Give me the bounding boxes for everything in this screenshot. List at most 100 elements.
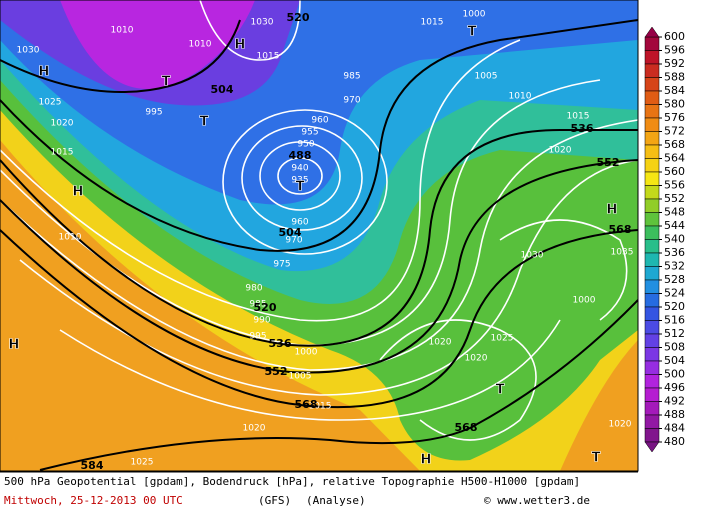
colorbar-cell (644, 63, 660, 78)
colorbar-tick-label: 480 (664, 435, 685, 448)
colorbar-cell (644, 36, 660, 51)
caption-line: 500 hPa Geopotential [gpdam], Bodendruck… (4, 475, 580, 488)
colorbar-tick-label: 548 (664, 206, 685, 219)
colorbar-cell (644, 374, 660, 389)
colorbar: 6005965925885845805765725685645605565525… (644, 26, 685, 453)
isobar-label: 980 (245, 284, 262, 294)
pressure-symbol: H (73, 185, 84, 200)
isobar-label: 935 (291, 176, 308, 186)
geopotential-label: 520 (287, 11, 310, 24)
isobar-label: 960 (291, 218, 308, 228)
isobar-label: 1015 (567, 112, 590, 122)
colorbar-cell (644, 387, 660, 402)
isobar-label: 1020 (465, 354, 488, 364)
colorbar-cell (644, 158, 660, 173)
isobar-label: 1015 (309, 402, 332, 412)
isobar-label: 1035 (611, 248, 634, 258)
geopotential-label: 520 (254, 301, 277, 314)
isobar-label: 1010 (59, 233, 82, 243)
geopotential-label: 504 (211, 83, 234, 96)
colorbar-tick-label: 556 (664, 179, 685, 192)
colorbar-cell (644, 171, 660, 186)
geopotential-label: 552 (265, 365, 288, 378)
colorbar-tick-label: 500 (664, 368, 685, 381)
colorbar-tick-label: 600 (664, 30, 685, 43)
colorbar-tick-label: 588 (664, 71, 685, 84)
isobar-label: 995 (145, 108, 162, 118)
geopotential-label: 536 (571, 122, 594, 135)
isobar-label: 1025 (491, 334, 514, 344)
geopotential-label: 536 (269, 337, 292, 350)
isobar-label: 1000 (463, 10, 486, 20)
isobars (0, 0, 638, 441)
colorbar-tick-label: 536 (664, 246, 685, 259)
colorbar-cell (644, 414, 660, 429)
colorbar-cell (644, 131, 660, 146)
colorbar-cell (644, 198, 660, 213)
isobar-label: 1000 (573, 296, 596, 306)
geopotential-label: 504 (279, 226, 302, 239)
colorbar-cell (644, 320, 660, 335)
isobar-label: 1010 (509, 92, 532, 102)
isobar-label: 1020 (243, 424, 266, 434)
colorbar-tick-label: 524 (664, 287, 685, 300)
isobar-label: 1025 (131, 458, 154, 468)
isobar-label: 975 (273, 260, 290, 270)
colorbar-tick-label: 540 (664, 233, 685, 246)
pressure-symbol: T (162, 75, 171, 90)
colorbar-cell (644, 90, 660, 105)
colorbar-cell (644, 279, 660, 294)
isobar-label: 940 (291, 164, 308, 174)
colorbar-cell (644, 77, 660, 92)
geopotential-label: 568 (609, 223, 632, 236)
colorbar-cell (644, 144, 660, 159)
pressure-symbol: H (9, 338, 20, 353)
geopotential-label: 584 (81, 459, 104, 472)
colorbar-tick-label: 576 (664, 111, 685, 124)
pressure-symbol: T (496, 383, 505, 398)
colorbar-cell (644, 225, 660, 240)
isobar-label: 1015 (51, 148, 74, 158)
geopotential-label: 552 (597, 156, 620, 169)
isobar-label: 1005 (289, 372, 312, 382)
isobar-label: 1020 (549, 146, 572, 156)
isobar-label: 995 (249, 332, 266, 342)
colorbar-tick-label: 596 (664, 44, 685, 57)
geopotential-label: 488 (289, 149, 312, 162)
caption-date: Mittwoch, 25-12-2013 00 UTC (4, 494, 183, 507)
colorbar-tick-label: 580 (664, 98, 685, 111)
isobar-label: 1000 (295, 348, 318, 358)
colorbar-tick-label: 532 (664, 260, 685, 273)
pressure-symbol: T (592, 451, 601, 466)
colorbar-tick-label: 488 (664, 408, 685, 421)
colorbar-tick-label: 584 (664, 84, 685, 97)
colorbar-tick-label: 592 (664, 57, 685, 70)
isobar-label: 985 (249, 300, 266, 310)
isobar-label: 990 (253, 316, 270, 326)
pressure-symbol: H (39, 65, 50, 80)
isobar-label: 1020 (429, 338, 452, 348)
isobar-label: 950 (297, 140, 314, 150)
field-band (60, 0, 255, 89)
colorbar-cell (644, 104, 660, 119)
geopotential-lines (0, 19, 638, 471)
colorbar-tick-label: 512 (664, 327, 685, 340)
pressure-symbol: T (468, 25, 477, 40)
colorbar-tick-label: 484 (664, 422, 685, 435)
colorbar-tick-label: 492 (664, 395, 685, 408)
geopotential-label: 568 (455, 421, 478, 434)
colorbar-cell (644, 266, 660, 281)
geopotential-label: 568 (295, 398, 318, 411)
colorbar-cell (644, 185, 660, 200)
pressure-symbol: H (235, 38, 246, 53)
colorbar-tick-label: 552 (664, 192, 685, 205)
colorbar-cell (644, 117, 660, 132)
colorbar-cell (644, 252, 660, 267)
colorbar-arrow (644, 26, 660, 38)
colorbar-tick-label: 496 (664, 381, 685, 394)
isobar-label: 970 (343, 96, 360, 106)
colorbar-arrow (644, 441, 660, 453)
isobar-label: 970 (285, 236, 302, 246)
colorbar-tick-label: 508 (664, 341, 685, 354)
isobar-label: 1030 (17, 46, 40, 56)
